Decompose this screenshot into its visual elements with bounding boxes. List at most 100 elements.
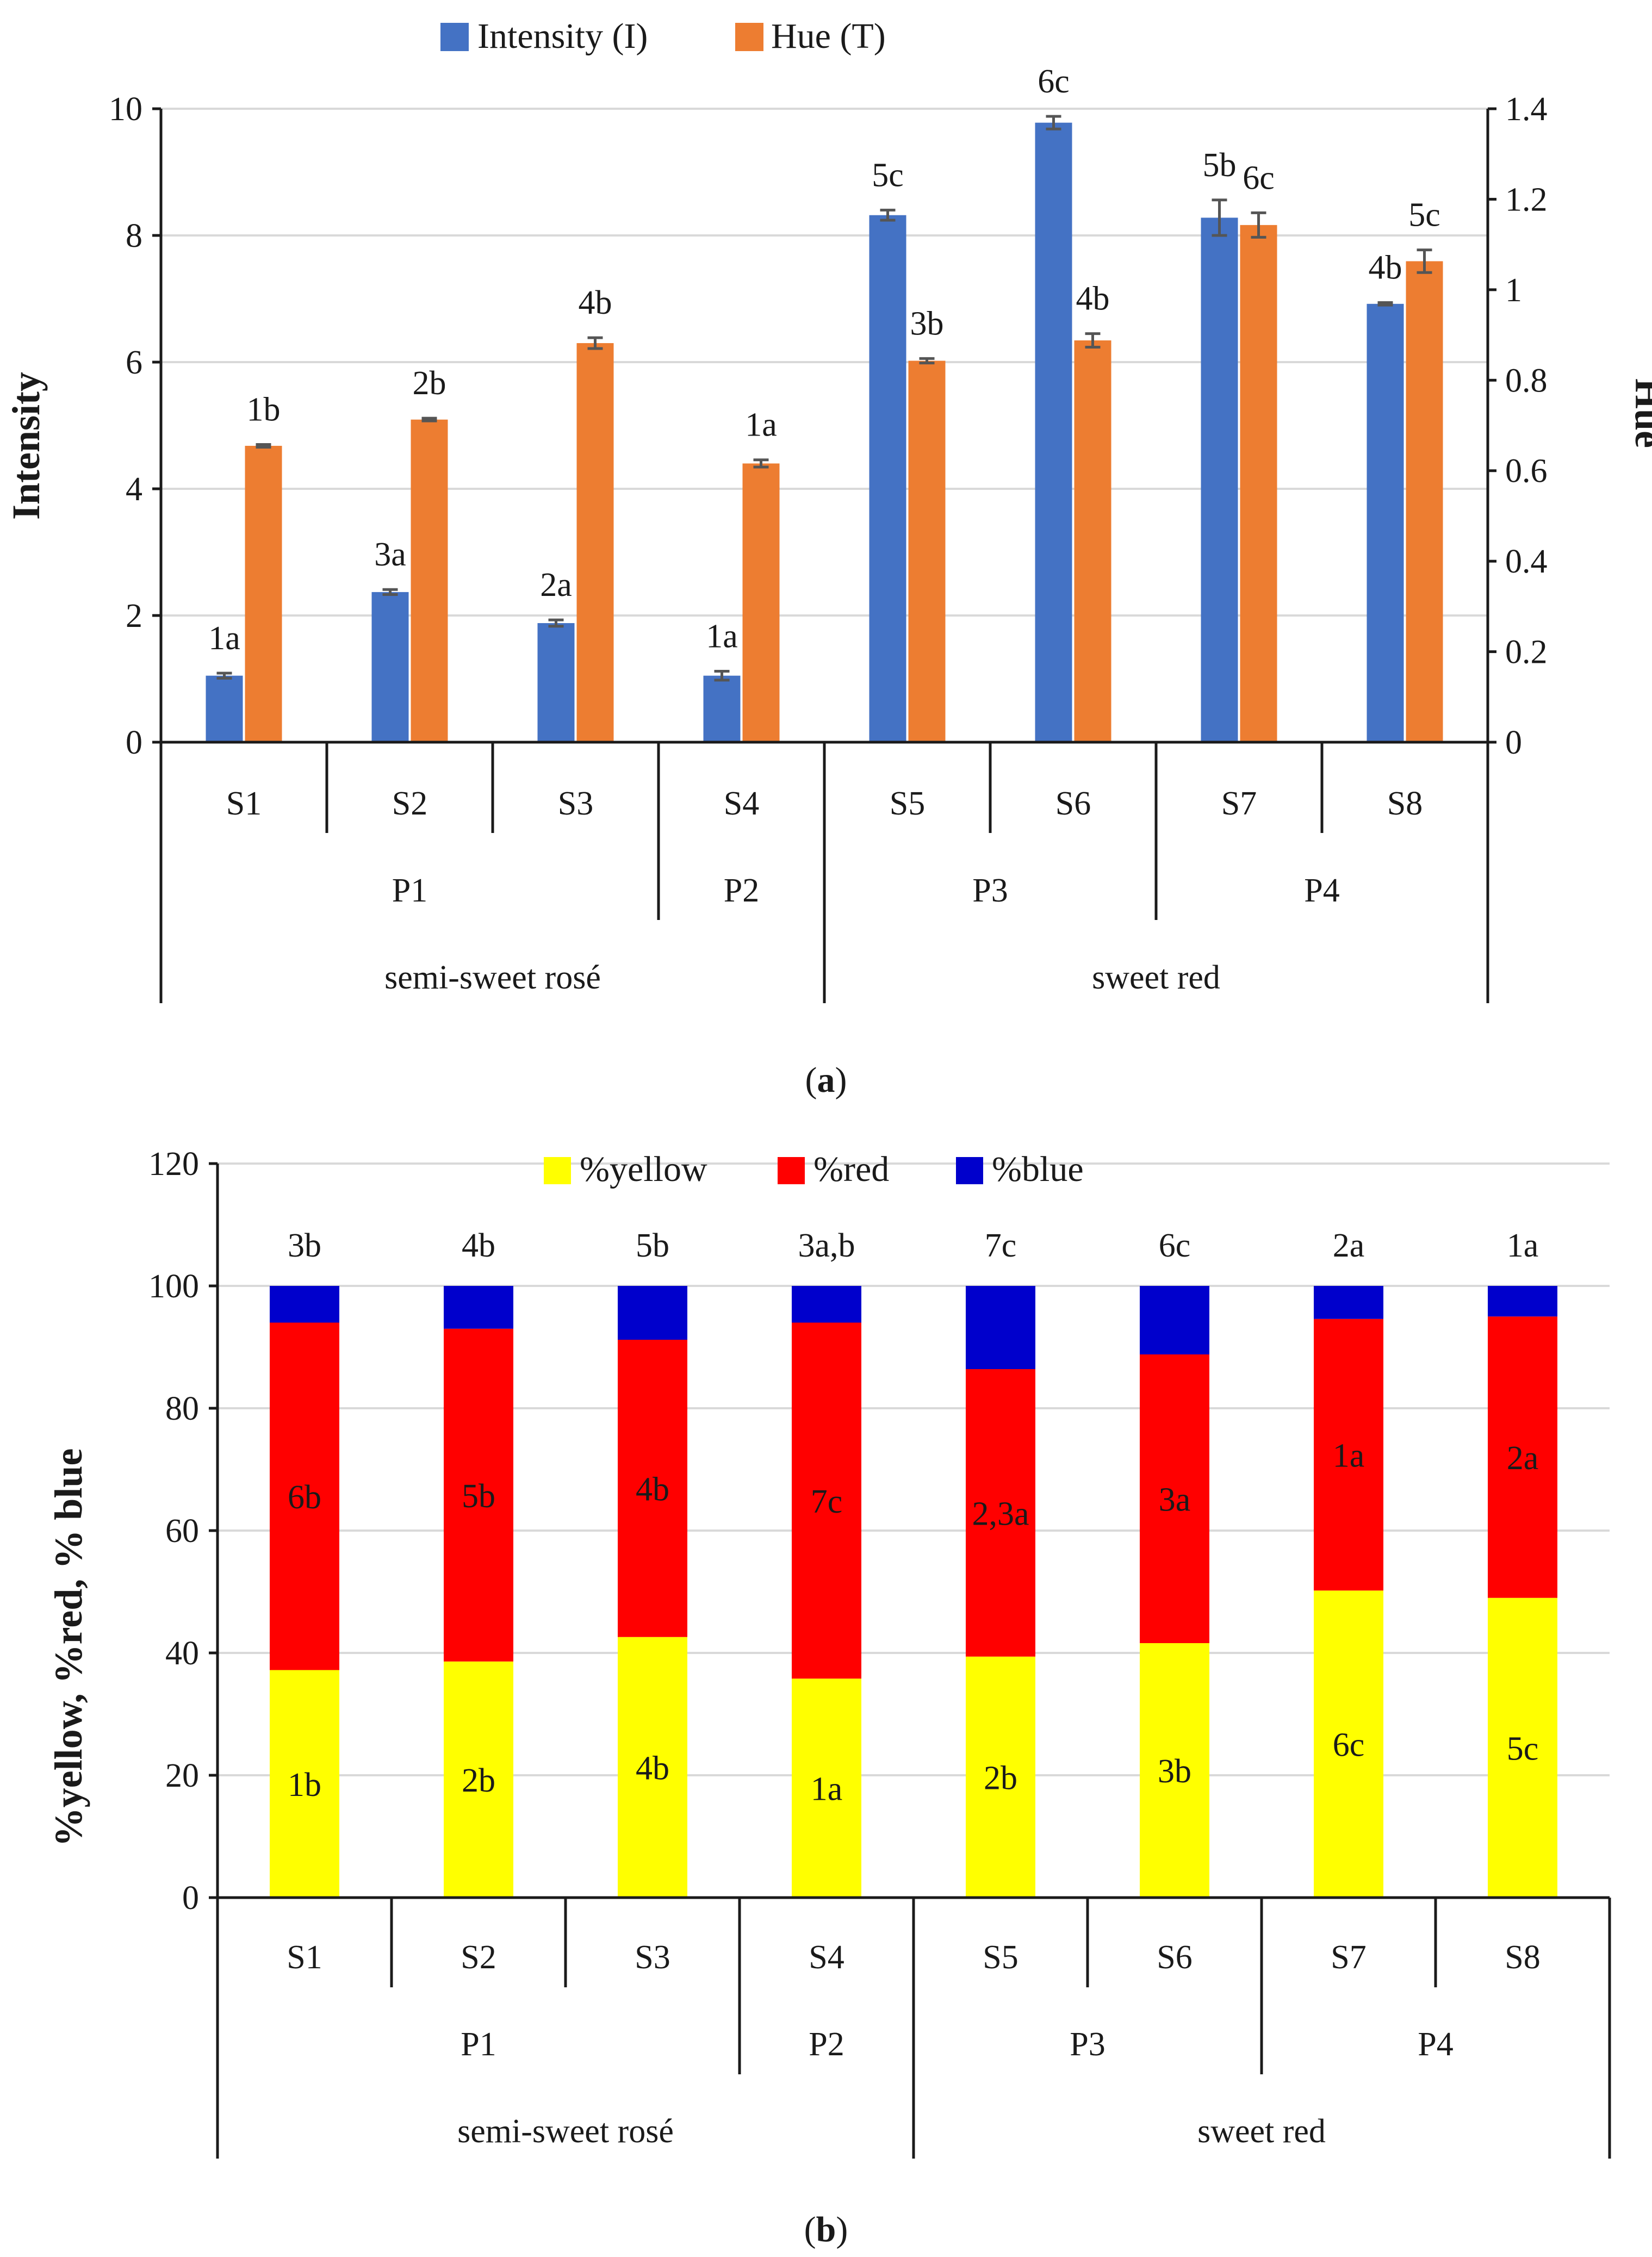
hue-bar-s5 [908,360,946,742]
intensity-bar-s4 [703,675,741,742]
significance-label: 2a [540,567,572,604]
panel-b-y-axis-label: %yellow, %red, % blue [47,1448,90,1847]
tick-label: 120 [148,1146,199,1183]
blue-segment-s3 [618,1286,687,1340]
panel-a-gridlines [161,108,1488,617]
yellow-significance-label: 3b [1158,1753,1191,1790]
right-tick-label: 1.4 [1505,91,1548,128]
red-significance-label: 4b [636,1471,669,1508]
error-bar [587,336,603,350]
panel-a-right-tick-labels: 0 0.2 0.4 0.6 0.8 1 1.2 1.4 [1488,91,1548,761]
producer-label-p3: P3 [1070,2026,1105,2063]
blue-significance-label: 4b [462,1227,495,1264]
wine-type-label: semi-sweet rosé [384,959,601,996]
tick-label: 40 [165,1635,199,1672]
tick-label: 80 [165,1390,199,1427]
right-tick-label: 0.8 [1505,362,1548,399]
red-significance-label: 6b [288,1479,321,1516]
right-tick-label: 0.6 [1505,453,1548,490]
intensity-bar-s8 [1367,303,1404,742]
red-segment-s6 [1140,1354,1209,1643]
category-label-s2: S2 [392,785,427,822]
blue-significance-label: 3a,b [798,1227,855,1264]
error-bar [1046,115,1061,130]
yellow-segment-s4 [792,1678,861,1898]
panel-a-category-axis: S1 S2 S3 S4 S5 S6 S7 S8 P1 P2 P3 P4 semi-sweet rosé s… [159,742,1489,1003]
left-tick-label: 6 [126,344,142,381]
error-bar [216,671,232,680]
legend-swatch-red [778,1157,805,1184]
panel-a-left-axis-label: Intensity [4,372,48,520]
right-tick-label: 0.4 [1505,543,1548,580]
producer-label-p4: P4 [1304,872,1339,909]
wine-type-label: sweet red [1092,959,1220,996]
producer-label-p3: P3 [972,872,1008,909]
intensity-bar-s1 [206,675,243,742]
panel-b-tick-labels: 0 20 40 60 80 100 120 [148,1146,218,1917]
error-bar [548,618,564,628]
hue-bar-s6 [1074,340,1111,742]
red-significance-label: 1a [1333,1438,1365,1475]
significance-label: 1a [208,620,240,657]
wine-type-label: semi-sweet rosé [457,2113,674,2150]
legend-label-red: %red [813,1149,889,1189]
blue-segment-s5 [966,1286,1035,1369]
category-label-s3: S3 [635,1939,670,1976]
category-label-s1: S1 [226,785,262,822]
yellow-segment-s7 [1314,1590,1383,1898]
significance-label: 2b [413,365,446,402]
red-segment-s1 [270,1322,339,1670]
left-tick-label: 10 [109,91,142,128]
panel-b-caption: (b) [804,2210,848,2249]
red-segment-s7 [1314,1319,1383,1591]
category-label-s4: S4 [724,785,759,822]
significance-label: 1b [247,391,281,428]
producer-label-p2: P2 [724,872,759,909]
panel-a-caption: (a) [805,1060,847,1100]
left-tick-label: 2 [126,598,142,635]
category-label-s3: S3 [558,785,593,822]
intensity-bar-s7 [1201,217,1238,742]
significance-label: 1a [745,407,777,444]
red-segment-s5 [966,1369,1035,1657]
hue-bar-s1 [245,445,282,742]
producer-label-p2: P2 [809,2026,844,2063]
blue-segment-s6 [1140,1286,1209,1354]
hue-bar-s4 [742,463,780,742]
significance-label: 5c [872,157,904,194]
intensity-bar-s5 [869,215,906,743]
red-significance-label: 7c [811,1483,843,1520]
hue-bar-s3 [576,343,614,742]
intensity-bar-s3 [537,623,575,742]
legend-swatch-yellow [544,1157,571,1184]
legend-swatch-intensity [440,23,469,51]
red-segment-s4 [792,1322,861,1679]
error-bar [714,670,730,682]
blue-segment-s4 [792,1286,861,1323]
category-label-s7: S7 [1221,785,1257,822]
yellow-significance-label: 4b [636,1750,669,1787]
significance-label: 3b [910,305,944,342]
panel-b-gridlines [218,1162,1610,1776]
left-tick-label: 8 [126,217,142,254]
significance-label: 5c [1408,197,1440,234]
hue-bar-s2 [411,419,448,742]
category-label-s4: S4 [809,1939,844,1976]
right-tick-label: 1.2 [1505,181,1548,218]
category-label-s6: S6 [1055,785,1091,822]
intensity-bar-s6 [1035,122,1072,742]
category-label-s8: S8 [1505,1939,1540,1976]
yellow-significance-label: 1b [288,1767,321,1804]
significance-label: 5b [1203,147,1237,184]
yellow-segment-s6 [1140,1643,1209,1898]
panel-a-bars [206,122,1443,743]
legend-label-yellow: %yellow [580,1149,707,1189]
panel-a-legend: Intensity (I) Hue (T) [440,16,886,56]
panel-a-right-axis-label: Hue [1627,378,1652,448]
panel-b-legend: %yellow %red %blue [544,1149,1084,1189]
significance-label: 6c [1038,63,1070,100]
intensity-bar-s2 [371,592,409,742]
yellow-segment-s8 [1488,1597,1557,1898]
